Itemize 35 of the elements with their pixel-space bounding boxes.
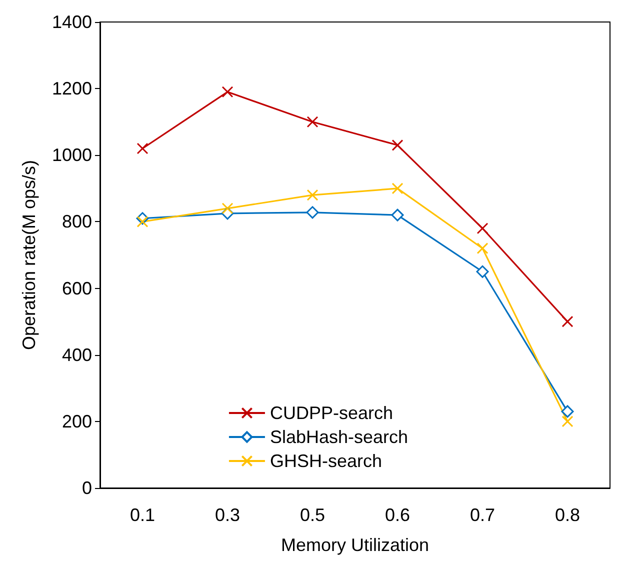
point (392, 182, 404, 194)
legend-label: SlabHash-search (270, 427, 408, 447)
point (306, 116, 318, 128)
y-tick-label: 1200 (52, 78, 92, 99)
y-tick-label: 800 (62, 212, 92, 232)
point (562, 416, 574, 428)
y-tick-label: 400 (62, 344, 92, 365)
y-tick-label: 1400 (52, 12, 92, 32)
point (391, 208, 404, 222)
y-tick-label: 0 (82, 478, 92, 498)
point (476, 265, 489, 278)
x-tick-label: 0.5 (300, 505, 326, 525)
x-tick-label: 0.6 (384, 505, 410, 525)
x-axis-title: Memory Utilization (280, 535, 430, 555)
point (306, 189, 318, 201)
y-axis-title: Operation rate(M ops/s) (19, 160, 39, 350)
point (222, 202, 234, 214)
legend-label: CUDPP-search (270, 403, 393, 423)
point (561, 405, 574, 418)
y-tick-label: 200 (62, 411, 92, 432)
point (222, 86, 234, 98)
point (136, 216, 148, 228)
point (306, 206, 319, 219)
point (476, 222, 488, 234)
x-tick-label: 0.3 (214, 505, 240, 525)
point (562, 316, 574, 328)
legend-label: GHSH-search (270, 451, 382, 471)
y-tick-label: 600 (62, 278, 92, 298)
x-tick-label: 0.8 (554, 505, 580, 525)
x-tick-label: 0.7 (470, 505, 496, 525)
point (136, 142, 148, 154)
y-tick-label: 1000 (52, 145, 92, 166)
x-tick-label: 0.1 (130, 505, 156, 525)
point (392, 139, 404, 151)
point (476, 242, 488, 254)
